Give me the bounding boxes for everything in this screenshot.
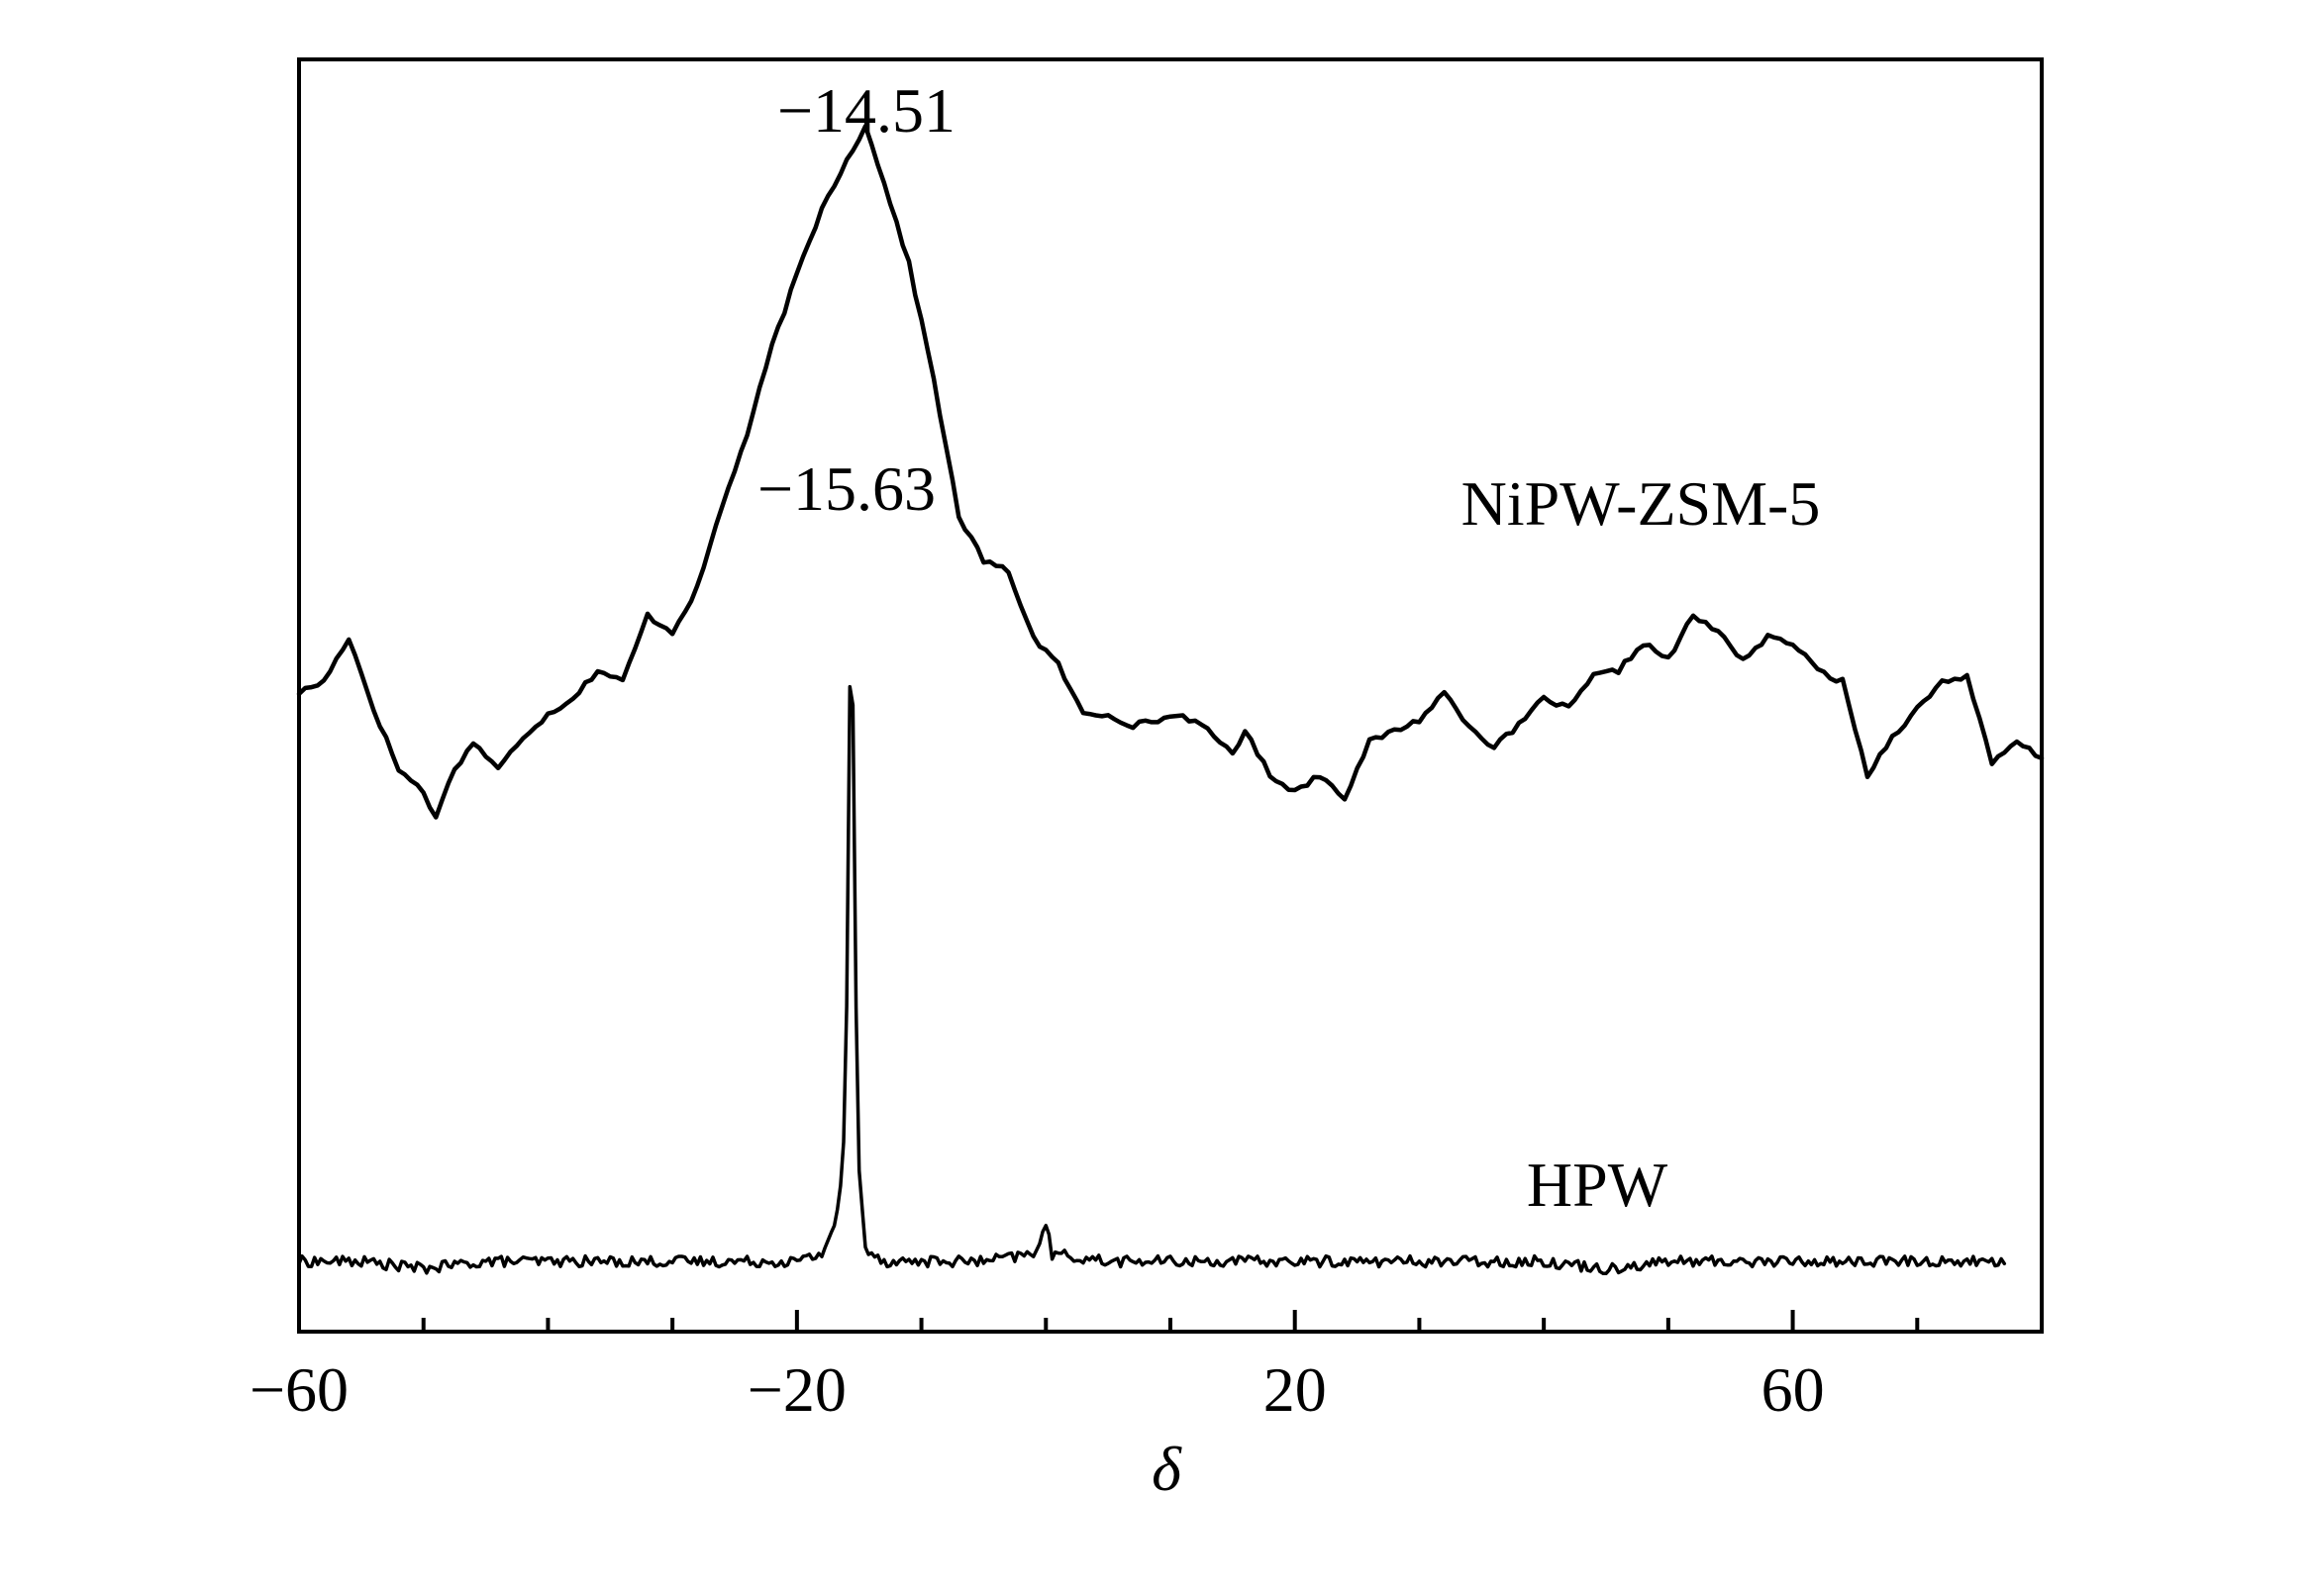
x-tick-label: 60 [1761,1354,1825,1425]
plot-frame [297,57,2044,1334]
peak-annotation: −14.51 [777,75,956,146]
peak-annotation: −15.63 [757,453,936,524]
x-axis-label: δ [1152,1434,1182,1504]
series-lines [296,124,2045,1276]
series-labels: NiPW-ZSM-5 HPW [1461,468,1821,1220]
x-axis-ticks [297,1310,1920,1332]
series-label-nipw-zsm-5: NiPW-ZSM-5 [1461,468,1821,539]
series-line-nipw-zsm-5 [296,124,2045,820]
x-axis-tick-labels: −60 −20 20 60 [250,1354,1825,1425]
x-tick-label: −20 [748,1354,847,1425]
x-tick-label: 20 [1263,1354,1327,1425]
series-label-hpw: HPW [1527,1149,1668,1220]
x-tick-label: −60 [250,1354,349,1425]
series-line-hpw [297,684,2007,1276]
annotations: −14.51 −15.63 [757,75,956,524]
